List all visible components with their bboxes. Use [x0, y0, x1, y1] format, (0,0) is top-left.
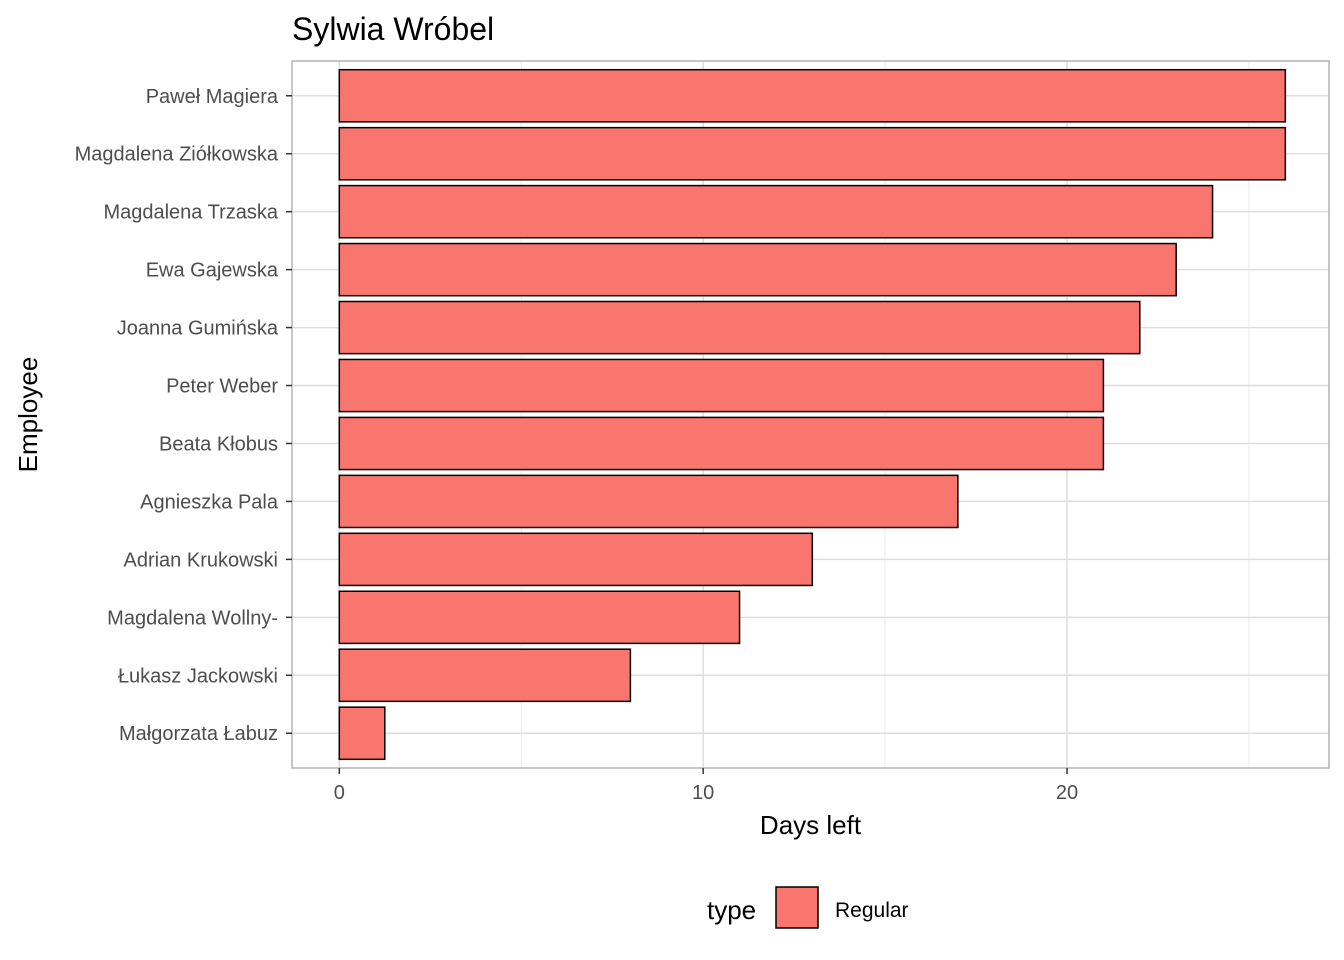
x-tick-label: 10 — [692, 782, 714, 804]
plot-panel-border — [291, 60, 1330, 769]
bar — [338, 300, 1141, 355]
y-tick-label: Agnieszka Pala — [140, 491, 279, 513]
y-tick-label: Joanna Gumińska — [117, 318, 279, 340]
bar — [338, 706, 386, 761]
bar — [338, 416, 1105, 471]
bar — [338, 590, 741, 645]
y-axis-title: Employee — [13, 357, 43, 473]
bar — [338, 184, 1214, 239]
x-tick-label: 0 — [334, 782, 345, 804]
y-tick-label: Adrian Krukowski — [123, 549, 278, 571]
legend: type Regular — [707, 886, 909, 929]
bar — [338, 648, 632, 703]
x-axis-ticks: 0 10 20 — [334, 768, 1078, 804]
y-tick-label: Małgorzata Łabuz — [119, 723, 278, 745]
y-tick-label: Magdalena Wollny- — [107, 607, 278, 629]
bar — [338, 126, 1287, 181]
x-axis-title: Days left — [760, 810, 862, 840]
x-tick-label: 20 — [1056, 782, 1078, 804]
y-tick-label: Magdalena Ziółkowska — [75, 144, 279, 166]
y-tick-label: Beata Kłobus — [159, 433, 278, 455]
y-tick-label: Magdalena Trzaska — [103, 202, 278, 224]
legend-label-regular: Regular — [835, 899, 909, 922]
legend-key-regular — [775, 886, 819, 929]
bar — [338, 474, 959, 529]
bar — [338, 242, 1177, 297]
y-tick-label: Łukasz Jackowski — [118, 665, 278, 687]
legend-title: type — [707, 895, 756, 925]
bar — [338, 532, 814, 587]
bar — [338, 358, 1105, 413]
bars — [338, 68, 1287, 761]
y-tick-label: Paweł Magiera — [146, 86, 279, 108]
y-axis-ticks: Paweł Magiera Magdalena Ziółkowska Magdale… — [75, 86, 292, 745]
bar — [338, 68, 1287, 123]
y-tick-label: Ewa Gajewska — [146, 260, 279, 282]
y-tick-label: Peter Weber — [166, 376, 278, 398]
chart-title: Sylwia Wróbel — [292, 11, 494, 47]
